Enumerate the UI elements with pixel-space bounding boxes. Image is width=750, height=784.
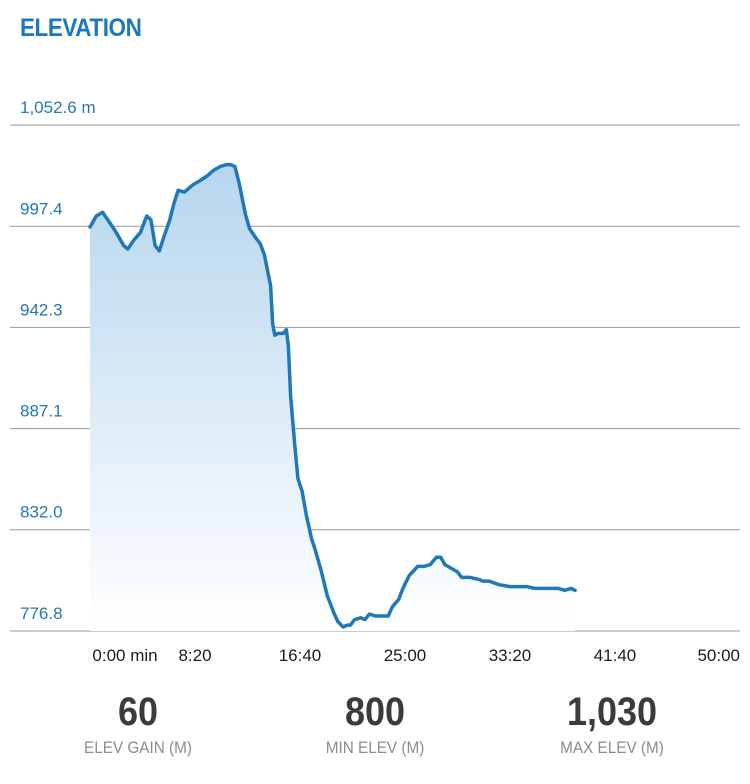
stat-label: MIN ELEV (M) [325, 738, 425, 757]
x-tick-label: 41:40 [594, 646, 637, 665]
stat-label: MAX ELEV (M) [560, 738, 664, 757]
elevation-line [88, 162, 577, 629]
y-tick-label: 997.4 [20, 199, 63, 218]
x-tick-label: 33:20 [489, 646, 532, 665]
x-tick-label: 8:20 [178, 646, 211, 665]
y-tick-label: 832.0 [20, 503, 63, 522]
y-tick-label: 776.8 [20, 604, 63, 623]
x-tick-label: 16:40 [279, 646, 322, 665]
y-axis: 1,052.6 m 997.4 942.3 887.1 832.0 776.8 [20, 98, 96, 623]
stat-label: ELEV GAIN (M) [84, 738, 192, 757]
stat-elev-gain: 60 ELEV GAIN (M) [18, 690, 258, 758]
y-tick-label: 887.1 [20, 402, 63, 421]
stat-value: 1,030 [566, 690, 658, 734]
stats-row: 60 ELEV GAIN (M) 800 MIN ELEV (M) 1,030 … [0, 690, 750, 780]
x-tick-label: 0:00 min [92, 646, 157, 665]
x-axis: 0:00 min 8:20 16:40 25:00 33:20 41:40 50:00 [92, 646, 740, 665]
chart-title: ELEVATION [20, 14, 142, 42]
x-tick-label: 25:00 [384, 646, 427, 665]
y-tick-label: 1,052.6 m [20, 98, 96, 117]
elevation-area [90, 164, 576, 631]
stat-min-elev: 800 MIN ELEV (M) [255, 690, 495, 758]
y-tick-label: 942.3 [20, 300, 63, 319]
stat-max-elev: 1,030 MAX ELEV (M) [492, 690, 732, 758]
area-layer [88, 162, 577, 631]
elevation-chart: 1,052.6 m 997.4 942.3 887.1 832.0 776.8 0:00 … [10, 98, 740, 665]
stat-value: 60 [117, 690, 159, 734]
stat-value: 800 [344, 690, 406, 734]
x-tick-label: 50:00 [697, 646, 740, 665]
